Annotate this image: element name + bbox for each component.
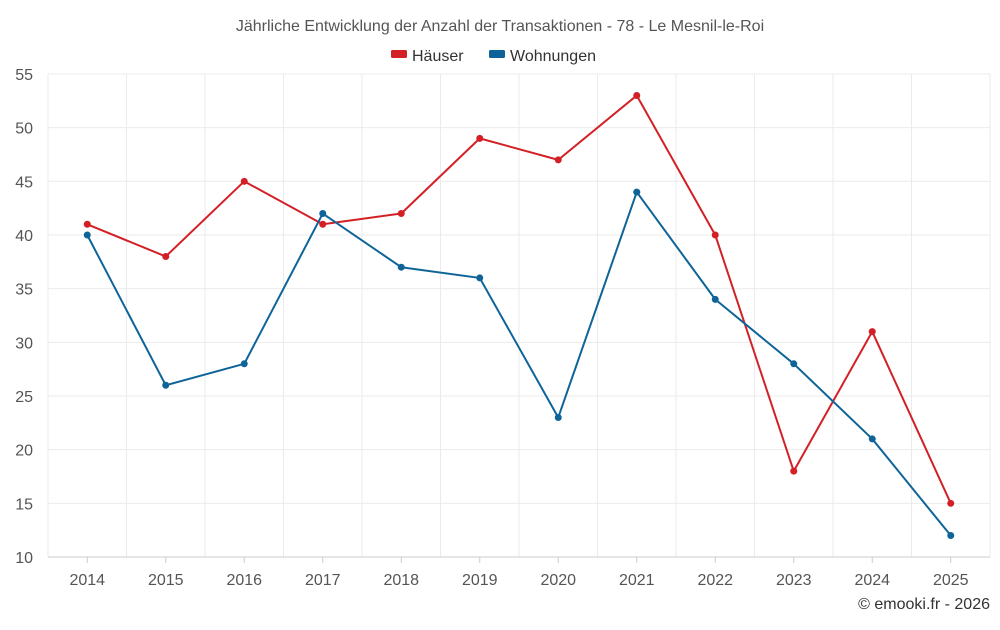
data-point-wohnungen[interactable] <box>319 210 327 218</box>
y-tick-label: 25 <box>15 389 33 406</box>
x-tick-label: 2018 <box>383 572 419 589</box>
y-tick-label: 15 <box>15 496 33 513</box>
grid <box>47 73 991 557</box>
legend-item-wohnungen[interactable]: Wohnungen <box>489 48 596 65</box>
data-point-wohnungen[interactable] <box>162 381 170 389</box>
y-tick-label: 35 <box>15 282 33 299</box>
x-tick-label: 2016 <box>226 572 262 589</box>
data-point-wohnungen[interactable] <box>240 360 248 368</box>
y-tick-label: 10 <box>15 550 33 567</box>
y-tick-label: 50 <box>15 121 33 138</box>
data-point-wohnungen[interactable] <box>711 295 719 303</box>
data-point-haeuser[interactable] <box>554 156 562 164</box>
x-tick-label: 2022 <box>697 572 733 589</box>
data-point-haeuser[interactable] <box>947 499 955 507</box>
data-point-wohnungen[interactable] <box>947 532 955 540</box>
x-tick-label: 2019 <box>462 572 498 589</box>
data-point-wohnungen[interactable] <box>397 263 405 271</box>
data-point-wohnungen[interactable] <box>633 188 641 196</box>
data-point-wohnungen[interactable] <box>790 360 798 368</box>
y-tick-label: 55 <box>15 67 33 84</box>
data-point-haeuser[interactable] <box>633 91 641 99</box>
legend-swatch <box>391 50 407 58</box>
data-point-wohnungen[interactable] <box>868 435 876 443</box>
legend: Häuser Wohnungen <box>391 48 596 65</box>
x-tick-label: 2023 <box>776 572 812 589</box>
data-point-haeuser[interactable] <box>711 231 719 239</box>
x-tick-label: 2021 <box>619 572 655 589</box>
credit-text: © emooki.fr - 2026 <box>858 596 990 613</box>
series-line-haeuser <box>86 94 952 504</box>
y-tick-label: 20 <box>15 443 33 460</box>
legend-label: Häuser <box>412 48 464 65</box>
data-point-haeuser[interactable] <box>162 252 170 260</box>
data-point-wohnungen[interactable] <box>83 231 91 239</box>
data-point-haeuser[interactable] <box>790 467 798 475</box>
data-point-haeuser[interactable] <box>476 134 484 142</box>
y-tick-label: 40 <box>15 228 33 245</box>
x-tick-label: 2015 <box>148 572 184 589</box>
legend-label: Wohnungen <box>510 48 596 65</box>
x-tick-label: 2014 <box>69 572 105 589</box>
data-point-haeuser[interactable] <box>319 220 327 228</box>
series <box>83 91 955 540</box>
legend-swatch <box>489 50 505 58</box>
data-point-haeuser[interactable] <box>397 210 405 218</box>
x-tick-label: 2025 <box>933 572 969 589</box>
series-wohnungen <box>83 188 955 540</box>
series-haeuser <box>83 91 955 507</box>
x-tick-label: 2020 <box>540 572 576 589</box>
series-line-wohnungen <box>86 191 952 537</box>
data-point-haeuser[interactable] <box>240 177 248 185</box>
x-tick-label: 2024 <box>854 572 890 589</box>
chart-title: Jährliche Entwicklung der Anzahl der Tra… <box>236 18 764 35</box>
y-tick-label: 30 <box>15 335 33 352</box>
data-point-haeuser[interactable] <box>83 220 91 228</box>
data-point-wohnungen[interactable] <box>476 274 484 282</box>
data-point-haeuser[interactable] <box>868 328 876 336</box>
data-point-wohnungen[interactable] <box>554 413 562 421</box>
legend-item-haeuser[interactable]: Häuser <box>391 48 464 65</box>
x-tick-label: 2017 <box>305 572 341 589</box>
y-tick-label: 45 <box>15 174 33 191</box>
